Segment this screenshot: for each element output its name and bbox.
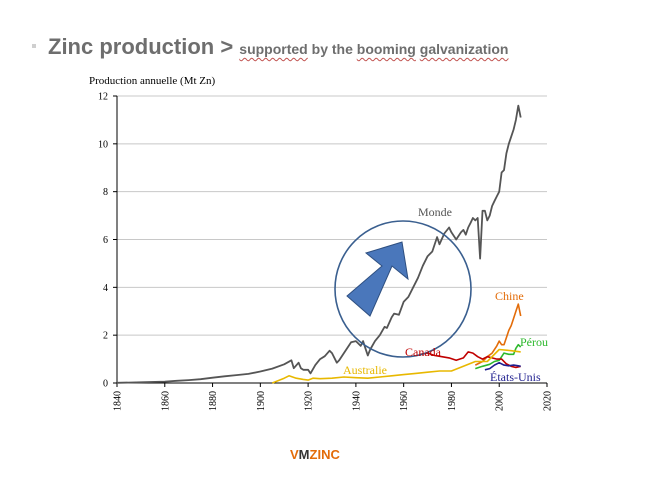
title-main: Zinc production > [48, 34, 234, 59]
series-labels: Monde Chine Pérou Canada Australie États… [343, 205, 548, 384]
label-perou: Pérou [520, 335, 548, 349]
slide-title: Zinc production > supported by the boomi… [48, 34, 508, 60]
label-etats-unis: États-Unis [490, 370, 541, 384]
label-chine: Chine [495, 289, 524, 303]
series-line-0 [116, 104, 522, 384]
title-word-booming: booming [356, 41, 416, 57]
y-axis-label: Production annuelle (Mt Zn) [89, 75, 216, 87]
series-line-3 [420, 351, 521, 369]
series-line-1 [474, 303, 522, 366]
series-line-2 [475, 343, 522, 370]
y-tick-label-12: 12 [98, 92, 108, 103]
axes [113, 95, 548, 387]
y-tick-label-4: 4 [103, 283, 108, 294]
x-tick-label-1900: 1900 [256, 391, 267, 411]
title-word-galvanization: galvanization [419, 41, 509, 57]
vmzinc-logo: VMZINC [290, 447, 340, 462]
title-subtitle: supported by the booming galvanization [239, 41, 508, 57]
series-line-4 [272, 348, 521, 384]
title-word-supported: supported [239, 41, 308, 57]
x-tick-label-1920: 1920 [304, 391, 315, 411]
x-tick-label-2020: 2020 [543, 391, 554, 411]
y-tick-label-6: 6 [103, 235, 108, 246]
title-bullet [32, 44, 36, 48]
grid-lines [117, 95, 547, 336]
tick-labels: 0 2 4 6 8 10 12 1840 1860 1880 1900 1920 1940 1960 198… [98, 92, 554, 412]
growth-arrow [346, 241, 409, 317]
x-tick-label-1940: 1940 [351, 391, 362, 411]
label-canada: Canada [405, 345, 442, 359]
highlight-circle [334, 220, 472, 358]
x-tick-label-2000: 2000 [495, 391, 506, 411]
x-tick-label-1860: 1860 [160, 391, 171, 411]
y-tick-label-8: 8 [103, 187, 108, 198]
series-line-5 [484, 361, 521, 371]
label-monde: Monde [418, 205, 452, 219]
x-tick-label-1960: 1960 [399, 391, 410, 411]
x-tick-label-1840: 1840 [113, 391, 124, 411]
y-tick-label-2: 2 [103, 331, 108, 342]
x-tick-label-1880: 1880 [208, 391, 219, 411]
y-tick-label-10: 10 [98, 139, 108, 150]
x-tick-label-1980: 1980 [447, 391, 458, 411]
label-australie: Australie [343, 363, 387, 377]
title-word-by-the: by the [307, 41, 357, 57]
y-tick-label-0: 0 [103, 379, 108, 390]
series-lines [116, 104, 522, 384]
